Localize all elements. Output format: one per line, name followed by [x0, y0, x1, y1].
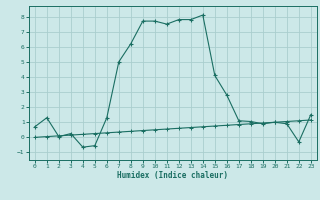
X-axis label: Humidex (Indice chaleur): Humidex (Indice chaleur) [117, 171, 228, 180]
